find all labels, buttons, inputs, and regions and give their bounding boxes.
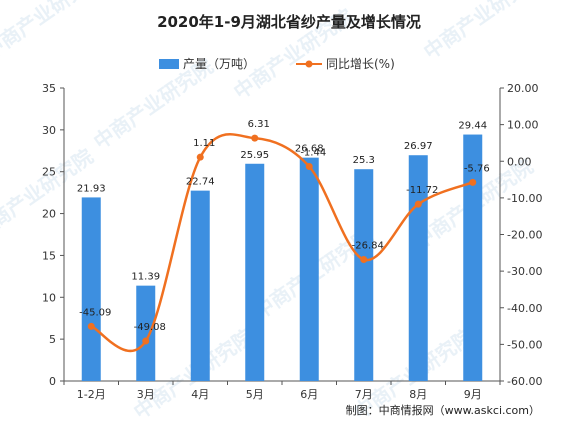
legend-label-bar: 产量（万吨） (183, 57, 255, 71)
growth-value-label: 6.31 (248, 119, 270, 130)
y-right-tick-label: -40.00 (507, 302, 542, 315)
y-left-tick-label: 25 (42, 166, 56, 179)
x-tick-label: 4月 (191, 388, 209, 401)
y-right-tick-label: 20.00 (507, 82, 539, 95)
bar-value-label: 29.44 (458, 121, 487, 132)
growth-value-label: -49.08 (134, 322, 166, 333)
growth-value-label: -1.44 (300, 148, 326, 159)
x-tick-label: 8月 (409, 388, 427, 401)
y-left-tick-label: 35 (42, 82, 56, 95)
bar (354, 169, 374, 381)
growth-value-label: -5.76 (464, 163, 490, 174)
chart-title: 2020年1-9月湖北省纱产量及增长情况 (157, 13, 421, 31)
y-right-tick-label: -30.00 (507, 265, 542, 278)
bar (299, 157, 319, 381)
y-right-tick-label: -60.00 (507, 375, 542, 388)
growth-marker (414, 200, 422, 208)
growth-marker (196, 153, 204, 161)
y-right-tick-label: -50.00 (507, 338, 542, 351)
growth-marker (305, 163, 313, 171)
growth-value-label: 1.11 (193, 138, 215, 149)
legend: 产量（万吨） 同比增长(%) (159, 57, 395, 71)
y-left-tick-label: 15 (42, 249, 56, 262)
y-right-tick-label: 0.00 (507, 155, 532, 168)
y-left-tick-label: 20 (42, 208, 56, 221)
y-left-tick-label: 0 (49, 375, 56, 388)
bar-value-label: 21.93 (77, 183, 106, 194)
x-tick-label: 7月 (355, 388, 373, 401)
bar-value-label: 25.95 (240, 150, 269, 161)
bar-value-label: 11.39 (131, 272, 160, 283)
watermark-text-0: 中商产业研究院 (0, 0, 108, 64)
growth-marker (360, 256, 368, 264)
growth-value-label: -45.09 (79, 307, 111, 318)
y-right-tick-label: -10.00 (507, 192, 542, 205)
bar (245, 163, 265, 381)
data-labels: 21.93 11.39 22.74 25.95 26.68 25.3 26.97 29.44 -… (77, 119, 490, 333)
watermark-text-5: 中商产业研究院 (419, 0, 547, 64)
bar-value-label: 26.68 (295, 144, 324, 155)
bar (408, 155, 428, 381)
bar (136, 285, 156, 381)
x-tick-label: 9月 (464, 388, 482, 401)
growth-value-label: -11.72 (406, 185, 438, 196)
y-right-tick-label: 10.00 (507, 119, 539, 132)
bar-value-label: 25.3 (353, 155, 375, 166)
y-left-tick-label: 10 (42, 291, 56, 304)
bars (81, 134, 483, 381)
source-text: 制图：中商情报网（www.askci.com） (346, 403, 540, 417)
y-right-tick-label: -20.00 (507, 229, 542, 242)
x-tick-label: 3月 (137, 388, 155, 401)
legend-swatch-bar (159, 59, 179, 69)
growth-value-label: -26.84 (352, 241, 384, 252)
growth-marker (469, 178, 477, 186)
legend-label-line: 同比增长(%) (326, 57, 395, 71)
growth-line (90, 133, 474, 352)
y-left-tick-label: 5 (49, 333, 56, 346)
x-tick-label: 6月 (300, 388, 318, 401)
line-layer (87, 133, 477, 352)
bar (463, 134, 483, 381)
y-left-tick-label: 30 (42, 124, 56, 137)
x-tick-label: 1-2月 (77, 388, 106, 401)
legend-swatch-marker (305, 60, 313, 68)
bar-value-label: 22.74 (186, 177, 215, 188)
bar (81, 197, 101, 381)
bar (190, 190, 210, 381)
bar-value-label: 26.97 (404, 141, 433, 152)
growth-marker (142, 337, 150, 345)
growth-marker (251, 134, 259, 142)
growth-marker (87, 322, 95, 330)
x-tick-label: 5月 (246, 388, 264, 401)
